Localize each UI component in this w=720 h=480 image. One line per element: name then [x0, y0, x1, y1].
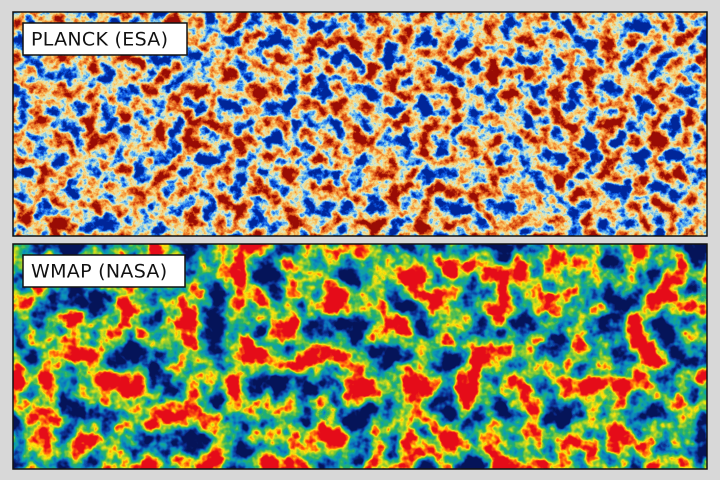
planck-panel: PLANCK (ESA) — [12, 11, 708, 237]
wmap-frame — [12, 243, 708, 470]
label-box — [22, 22, 188, 56]
label-box — [22, 254, 186, 288]
planck-frame — [12, 11, 708, 237]
panel-label: WMAP (NASA) — [31, 261, 167, 283]
panel-label: PLANCK (ESA) — [31, 29, 168, 51]
wmap-panel: WMAP (NASA) — [12, 243, 708, 470]
